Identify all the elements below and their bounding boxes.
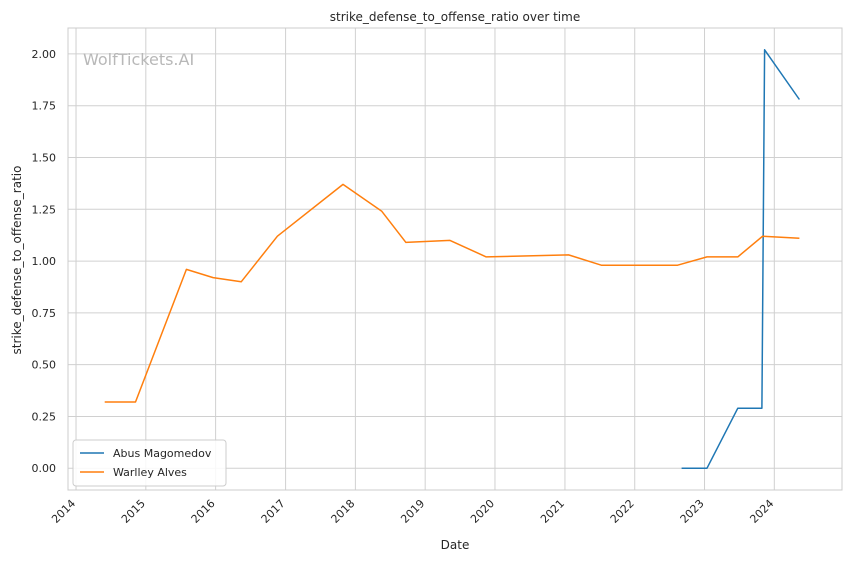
y-axis-title: strike_defense_to_offense_ratio (10, 166, 24, 355)
y-tick-label: 1.25 (32, 203, 57, 216)
y-tick-label: 0.75 (32, 307, 57, 320)
y-tick-labels: 0.00 0.25 0.50 0.75 1.00 1.25 1.50 1.75 2.00 (32, 48, 57, 475)
grid-lines (68, 28, 842, 490)
series-line-warlley-alves (104, 183, 800, 403)
legend-label-abus-magomedov: Abus Magomedov (113, 447, 212, 460)
legend: Abus Magomedov Warlley Alves (72, 439, 227, 487)
watermark-text: WolfTickets.AI (83, 50, 194, 69)
legend-label-warlley-alves: Warlley Alves (113, 466, 187, 479)
series-lines (104, 49, 801, 469)
plot-area: WolfTickets.AI (67, 27, 843, 491)
y-tick-label: 0.25 (32, 410, 57, 423)
series-line-abus-magomedov (681, 49, 801, 469)
x-axis-title: Date (441, 538, 470, 552)
y-tick-label: 2.00 (32, 48, 57, 61)
plot-frame (67, 27, 843, 491)
chart-title: strike_defense_to_offense_ratio over tim… (330, 10, 580, 24)
y-tick-label: 1.00 (32, 255, 57, 268)
y-tick-label: 0.00 (32, 462, 57, 475)
y-tick-label: 1.50 (32, 151, 57, 164)
legend-box (72, 439, 227, 487)
y-tick-label: 0.50 (32, 359, 57, 372)
y-tick-label: 1.75 (32, 100, 57, 113)
